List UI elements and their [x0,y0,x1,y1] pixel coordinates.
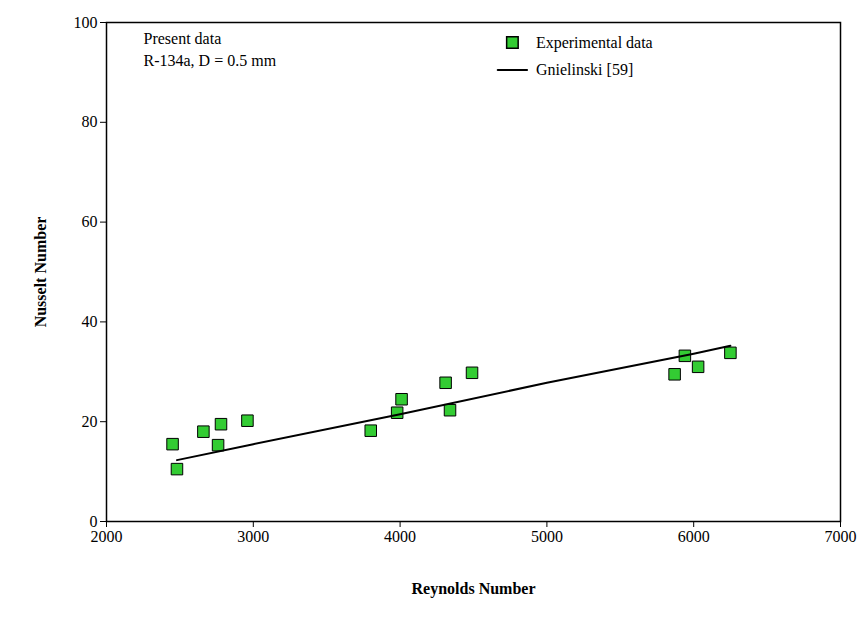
svg-text:100: 100 [74,14,98,31]
svg-text:4000: 4000 [384,528,416,545]
svg-text:7000: 7000 [825,528,857,545]
svg-text:Gnielinski [59]: Gnielinski [59] [536,61,633,78]
svg-text:Present data: Present data [144,30,222,47]
svg-text:20: 20 [82,413,98,430]
svg-text:60: 60 [82,213,98,230]
svg-text:0: 0 [89,512,98,530]
svg-text:Nusselt Number: Nusselt Number [32,217,49,328]
svg-text:2000: 2000 [91,528,123,545]
svg-text:R-134a, D = 0.5 mm: R-134a, D = 0.5 mm [144,52,277,69]
svg-text:6000: 6000 [678,528,710,545]
svg-text:Reynolds Number: Reynolds Number [411,580,535,598]
svg-text:Experimental data: Experimental data [536,34,653,52]
svg-text:80: 80 [82,113,98,130]
svg-text:3000: 3000 [237,528,269,545]
svg-text:5000: 5000 [531,528,563,545]
svg-text:40: 40 [82,313,98,330]
